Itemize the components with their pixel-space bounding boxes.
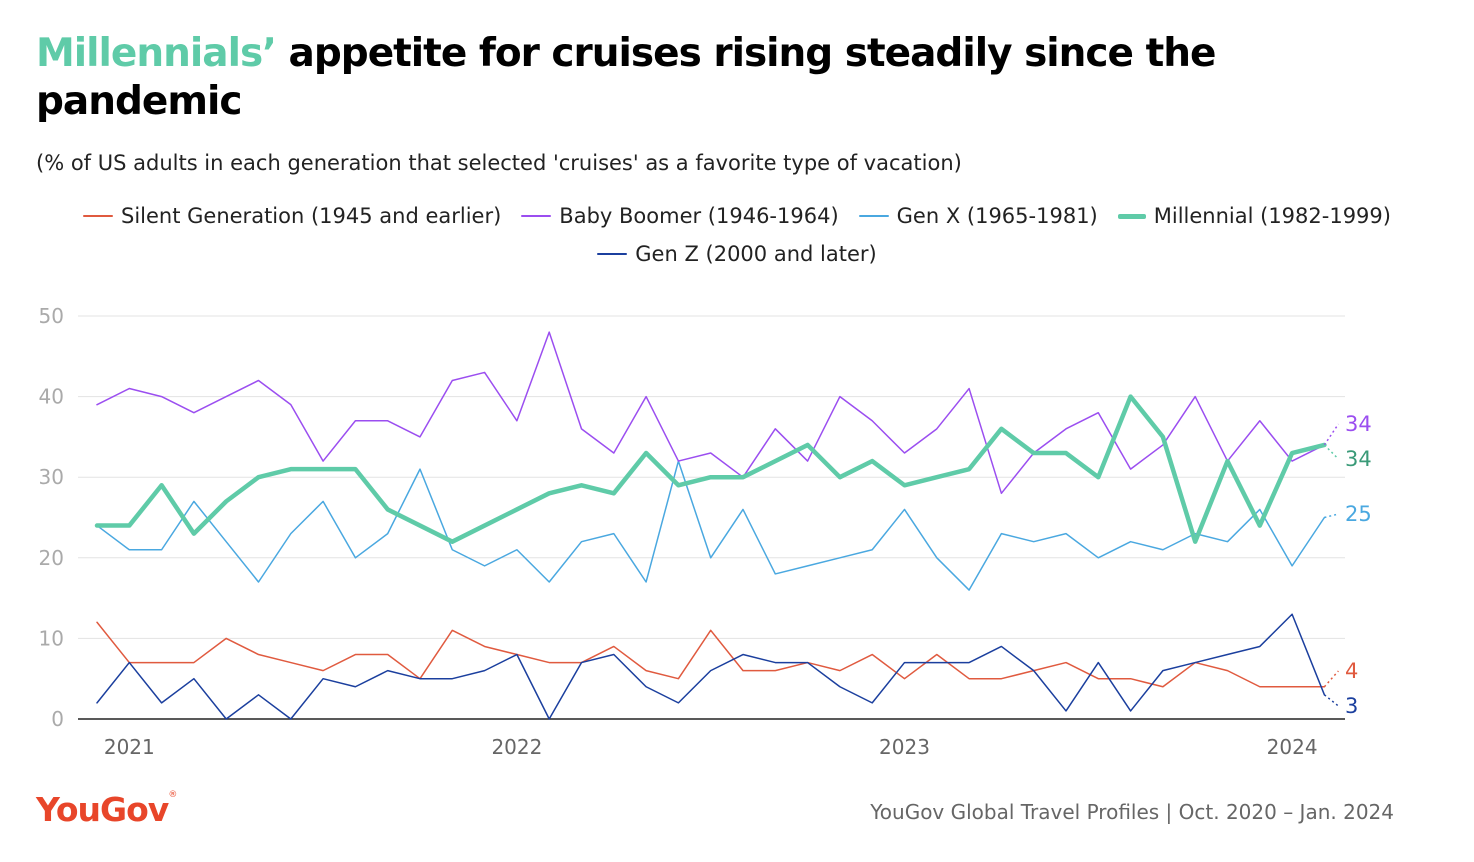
chart-title: Millennials’ appetite for cruises rising… — [36, 30, 1336, 126]
end-label-connector — [1323, 444, 1339, 460]
legend-item: Gen X (1965-1981) — [858, 204, 1098, 228]
legend-swatch — [521, 215, 552, 217]
end-value-label: 4 — [1345, 659, 1358, 683]
series-line — [96, 460, 1326, 591]
legend-swatch — [83, 215, 113, 217]
legend-label: Baby Boomer (1946-1964) — [559, 204, 839, 228]
end-label-connector — [1324, 513, 1339, 519]
end-value-label: 34 — [1345, 447, 1372, 471]
source-note: YouGov Global Travel Profiles | Oct. 202… — [870, 800, 1394, 824]
chart-legend: Silent Generation (1945 and earlier) Baby… — [0, 204, 1474, 266]
end-label-connector — [1323, 423, 1340, 446]
legend-item: Gen Z (2000 and later) — [597, 242, 877, 266]
y-tick-label: 40 — [39, 385, 64, 409]
x-tick-label: 2021 — [104, 735, 155, 759]
legend-swatch — [858, 215, 889, 217]
x-tick-label: 2024 — [1267, 735, 1318, 759]
series-line — [96, 621, 1326, 688]
y-tick-label: 20 — [39, 546, 64, 570]
yougov-logo: YouGov® — [36, 790, 177, 829]
x-tick-label: 2022 — [491, 735, 542, 759]
chart-title-accent: Millennials’ — [36, 31, 277, 76]
chart-subtitle: (% of US adults in each generation that … — [36, 151, 962, 175]
y-tick-label: 10 — [39, 626, 64, 650]
series-line — [96, 613, 1326, 720]
chart-title-rest: appetite for cruises rising steadily sin… — [36, 31, 1216, 124]
end-label-connector — [1323, 670, 1339, 688]
legend-label: Gen Z (2000 and later) — [635, 242, 877, 266]
legend-swatch — [1117, 213, 1146, 219]
legend-swatch — [597, 253, 628, 255]
brand-registered-mark: ® — [168, 790, 177, 800]
legend-label: Millennial (1982-1999) — [1153, 204, 1391, 228]
brand-name: YouGov — [36, 790, 169, 829]
y-tick-label: 0 — [51, 707, 64, 731]
legend-item: Silent Generation (1945 and earlier) — [83, 204, 501, 228]
legend-label: Silent Generation (1945 and earlier) — [121, 204, 502, 228]
legend-item: Millennial (1982-1999) — [1117, 204, 1391, 228]
end-value-label: 3 — [1345, 694, 1358, 718]
series-line — [96, 331, 1326, 495]
end-value-label: 34 — [1345, 412, 1372, 436]
end-value-label: 25 — [1345, 502, 1372, 526]
series-line — [94, 394, 1327, 544]
end-label-connector — [1323, 694, 1339, 707]
x-tick-label: 2023 — [879, 735, 930, 759]
legend-item: Baby Boomer (1946-1964) — [521, 204, 839, 228]
legend-label: Gen X (1965-1981) — [896, 204, 1098, 228]
y-tick-label: 30 — [39, 465, 64, 489]
y-tick-label: 50 — [39, 304, 64, 328]
